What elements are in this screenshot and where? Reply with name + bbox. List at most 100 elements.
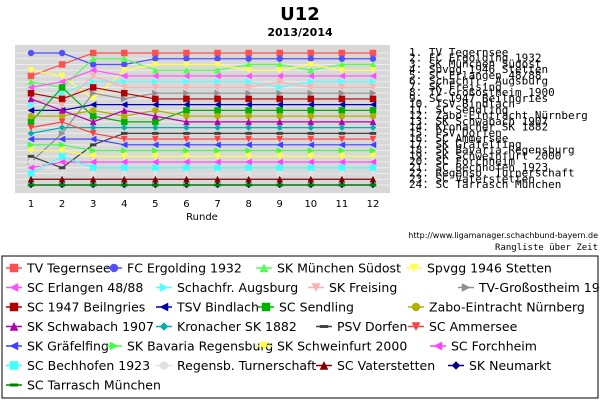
data-point bbox=[338, 135, 346, 143]
series-path bbox=[30, 161, 373, 175]
data-point bbox=[369, 164, 377, 172]
data-point bbox=[307, 158, 315, 166]
data-point bbox=[338, 164, 346, 172]
series-path bbox=[30, 58, 373, 89]
data-point bbox=[58, 118, 66, 126]
final-rank-label: 11. SC Sendling bbox=[409, 103, 508, 116]
series-line bbox=[27, 49, 377, 80]
data-point bbox=[27, 84, 35, 91]
legend-marker bbox=[411, 302, 421, 312]
data-point bbox=[213, 72, 221, 80]
series-line bbox=[27, 118, 377, 143]
data-point bbox=[89, 164, 97, 172]
data-point bbox=[183, 183, 190, 187]
final-rank-label: 7. SK Freising bbox=[409, 80, 502, 93]
x-tick-label: 2 bbox=[59, 199, 65, 210]
data-point bbox=[183, 55, 190, 62]
series-path bbox=[30, 98, 373, 123]
data-point bbox=[369, 147, 377, 154]
data-point bbox=[151, 72, 159, 80]
data-point bbox=[245, 78, 253, 86]
final-rank-label: 8. TV-Großostheim 1900 bbox=[409, 86, 555, 99]
data-point bbox=[152, 55, 159, 62]
legend-item: SK Bavaria Regensburg bbox=[106, 339, 273, 354]
data-point bbox=[338, 124, 346, 131]
legend-label: SK Gräfelfing bbox=[27, 339, 109, 354]
data-point bbox=[27, 101, 35, 109]
data-point bbox=[58, 106, 66, 114]
data-point bbox=[338, 147, 346, 154]
x-tick-label: 11 bbox=[336, 199, 349, 210]
data-point bbox=[89, 72, 97, 80]
data-point bbox=[338, 49, 346, 57]
data-point bbox=[213, 141, 221, 149]
data-point bbox=[369, 107, 377, 114]
data-point bbox=[182, 72, 190, 80]
final-rank-label: 24. SC Tarrasch München bbox=[409, 178, 561, 191]
data-point bbox=[214, 61, 221, 69]
data-point bbox=[369, 170, 377, 177]
x-axis-ticks: 1 2 3 4 5 6 7 8 9 10 11 12 bbox=[28, 199, 380, 210]
final-rank-label: 21. SC Bechhofen 1923 bbox=[409, 161, 548, 174]
data-point bbox=[307, 55, 315, 62]
data-point bbox=[276, 49, 283, 57]
series-path bbox=[30, 81, 373, 106]
data-point bbox=[120, 72, 128, 80]
plot-area bbox=[15, 45, 390, 193]
data-point bbox=[58, 158, 66, 166]
data-point bbox=[121, 61, 128, 68]
final-rank-label: 22. Regensb. Turnerschaft bbox=[409, 167, 575, 180]
data-point bbox=[58, 129, 66, 137]
legend-label: TSV Bindlach bbox=[176, 300, 259, 315]
data-point bbox=[121, 118, 128, 126]
legend-marker bbox=[461, 283, 471, 292]
data-point bbox=[338, 95, 346, 103]
data-point bbox=[307, 164, 315, 172]
data-point bbox=[58, 170, 66, 177]
data-point bbox=[307, 95, 315, 103]
data-point bbox=[121, 183, 128, 187]
series-line bbox=[27, 49, 377, 68]
data-point bbox=[338, 89, 346, 97]
data-point bbox=[245, 170, 252, 177]
series-line bbox=[27, 147, 377, 160]
legend-marker bbox=[159, 302, 169, 312]
data-point bbox=[89, 89, 97, 97]
series-line bbox=[27, 131, 377, 170]
data-point bbox=[245, 72, 252, 80]
data-point bbox=[338, 112, 346, 120]
data-point bbox=[214, 153, 221, 160]
legend-label: SC 1947 Beilngries bbox=[27, 300, 145, 315]
data-point bbox=[369, 112, 377, 120]
data-point bbox=[58, 135, 66, 143]
legend-marker bbox=[9, 383, 19, 387]
data-point bbox=[214, 89, 222, 97]
data-point bbox=[27, 118, 35, 126]
data-point bbox=[58, 183, 66, 187]
data-point bbox=[183, 66, 190, 74]
final-rank-label: 23. SC Vaterstetten bbox=[409, 172, 535, 185]
data-point bbox=[89, 66, 97, 74]
final-rank-label: 13. SK Schwabach 1907 bbox=[409, 115, 548, 128]
legend-label: Zabo-Eintracht Nürnberg bbox=[429, 300, 585, 315]
series-line bbox=[27, 89, 377, 166]
data-point bbox=[151, 112, 159, 120]
data-point bbox=[58, 112, 66, 120]
legend-label: SC Bechhofen 1923 bbox=[27, 358, 150, 373]
data-point bbox=[89, 183, 97, 187]
legend-marker bbox=[9, 361, 19, 370]
data-point bbox=[214, 131, 221, 135]
x-tick-label: 6 bbox=[183, 199, 189, 210]
legend-marker bbox=[9, 341, 19, 351]
legend-item: SK Schweinfurt 2000 bbox=[256, 339, 407, 354]
data-point bbox=[121, 112, 128, 120]
data-point bbox=[152, 95, 159, 103]
data-point bbox=[120, 106, 128, 114]
data-point bbox=[152, 89, 159, 97]
legend-label: SC Tarrasch München bbox=[27, 378, 161, 393]
data-point bbox=[120, 55, 128, 62]
data-point bbox=[214, 55, 221, 62]
data-point bbox=[89, 170, 97, 177]
data-point bbox=[151, 141, 159, 149]
